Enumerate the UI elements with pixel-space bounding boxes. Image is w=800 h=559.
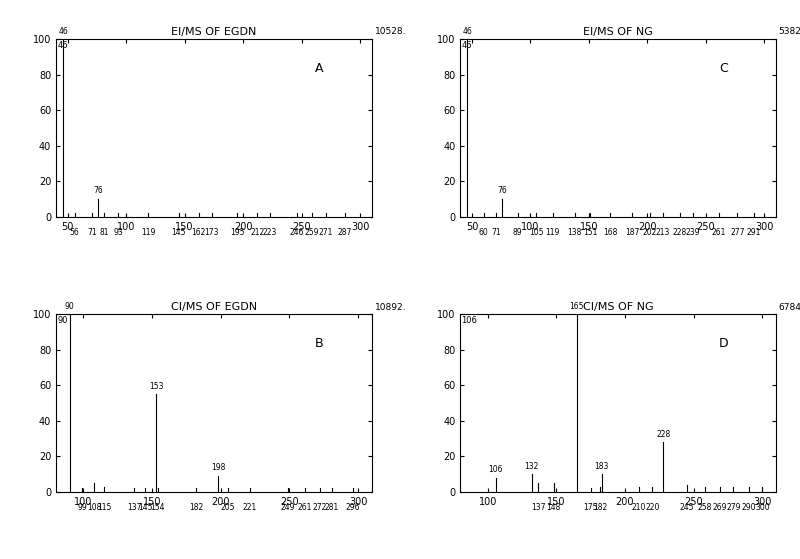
Text: 132: 132 xyxy=(525,462,538,471)
Text: 258: 258 xyxy=(698,504,712,513)
Text: 89: 89 xyxy=(513,228,522,237)
Text: 221: 221 xyxy=(242,504,257,513)
Text: 115: 115 xyxy=(97,504,111,513)
Text: 210: 210 xyxy=(631,504,646,513)
Text: 10892.: 10892. xyxy=(374,302,406,311)
Text: 5382.: 5382. xyxy=(778,27,800,36)
Text: D: D xyxy=(719,338,729,350)
Text: 90: 90 xyxy=(65,302,74,311)
Text: 90: 90 xyxy=(58,316,68,325)
Text: 93: 93 xyxy=(113,228,123,237)
Text: 99: 99 xyxy=(78,504,87,513)
Text: 71: 71 xyxy=(87,228,97,237)
Title: EI/MS OF EGDN: EI/MS OF EGDN xyxy=(171,27,257,37)
Text: 175: 175 xyxy=(583,504,598,513)
Text: 60: 60 xyxy=(478,228,489,237)
Text: 145: 145 xyxy=(138,504,153,513)
Text: 228: 228 xyxy=(656,430,670,439)
Text: 269: 269 xyxy=(713,504,727,513)
Text: 213: 213 xyxy=(655,228,670,237)
Text: 220: 220 xyxy=(646,504,660,513)
Title: CI/MS OF EGDN: CI/MS OF EGDN xyxy=(171,302,257,312)
Text: 119: 119 xyxy=(546,228,560,237)
Text: B: B xyxy=(315,338,323,350)
Text: 246: 246 xyxy=(290,228,304,237)
Text: 300: 300 xyxy=(755,504,770,513)
Text: 187: 187 xyxy=(625,228,639,237)
Text: 261: 261 xyxy=(298,504,312,513)
Text: 279: 279 xyxy=(726,504,741,513)
Text: 148: 148 xyxy=(546,504,561,513)
Text: C: C xyxy=(719,62,728,75)
Text: 202: 202 xyxy=(642,228,657,237)
Text: 245: 245 xyxy=(679,504,694,513)
Text: 119: 119 xyxy=(142,228,155,237)
Text: 198: 198 xyxy=(211,463,226,472)
Text: 76: 76 xyxy=(498,186,507,196)
Text: 205: 205 xyxy=(220,504,235,513)
Text: 173: 173 xyxy=(204,228,219,237)
Text: 153: 153 xyxy=(149,382,163,391)
Text: 261: 261 xyxy=(711,228,726,237)
Text: 228: 228 xyxy=(673,228,687,237)
Text: 183: 183 xyxy=(594,462,609,471)
Text: 272: 272 xyxy=(313,504,327,513)
Text: 287: 287 xyxy=(338,228,352,237)
Text: 56: 56 xyxy=(70,228,79,237)
Text: 277: 277 xyxy=(730,228,745,237)
Title: EI/MS OF NG: EI/MS OF NG xyxy=(583,27,653,37)
Text: 271: 271 xyxy=(319,228,334,237)
Text: 296: 296 xyxy=(346,504,360,513)
Title: CI/MS OF NG: CI/MS OF NG xyxy=(582,302,654,312)
Text: 154: 154 xyxy=(150,504,165,513)
Text: 71: 71 xyxy=(492,228,502,237)
Text: 239: 239 xyxy=(686,228,700,237)
Text: 106: 106 xyxy=(489,465,503,474)
Text: 46: 46 xyxy=(462,41,472,50)
Text: 182: 182 xyxy=(593,504,607,513)
Text: 151: 151 xyxy=(583,228,598,237)
Text: 290: 290 xyxy=(742,504,756,513)
Text: 81: 81 xyxy=(99,228,109,237)
Text: 165: 165 xyxy=(570,302,584,311)
Text: 249: 249 xyxy=(281,504,295,513)
Text: 10528.: 10528. xyxy=(374,27,406,36)
Text: 137: 137 xyxy=(531,504,546,513)
Text: 281: 281 xyxy=(325,504,339,513)
Text: 182: 182 xyxy=(189,504,203,513)
Text: 105: 105 xyxy=(529,228,543,237)
Text: 6784.: 6784. xyxy=(778,302,800,311)
Text: 138: 138 xyxy=(568,228,582,237)
Text: 168: 168 xyxy=(602,228,617,237)
Text: 46: 46 xyxy=(462,27,472,36)
Text: 291: 291 xyxy=(746,228,761,237)
Text: 46: 46 xyxy=(57,41,68,50)
Text: A: A xyxy=(315,62,323,75)
Text: 259: 259 xyxy=(305,228,319,237)
Text: 195: 195 xyxy=(230,228,245,237)
Text: 106: 106 xyxy=(462,316,478,325)
Text: 76: 76 xyxy=(94,186,103,196)
Text: 137: 137 xyxy=(127,504,142,513)
Text: 108: 108 xyxy=(87,504,102,513)
Text: 145: 145 xyxy=(171,228,186,237)
Text: 162: 162 xyxy=(191,228,206,237)
Text: 223: 223 xyxy=(263,228,278,237)
Text: 46: 46 xyxy=(58,27,68,36)
Text: 212: 212 xyxy=(250,228,264,237)
